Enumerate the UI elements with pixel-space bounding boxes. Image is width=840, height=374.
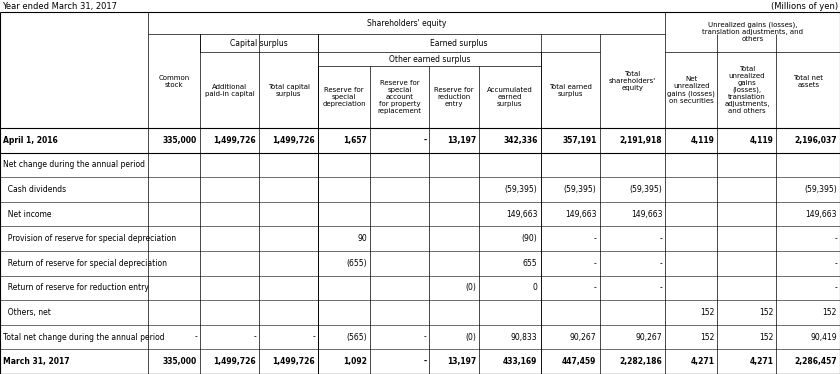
Text: 152: 152 (700, 308, 715, 317)
Text: 4,271: 4,271 (749, 357, 774, 366)
Text: 149,663: 149,663 (565, 209, 596, 218)
Text: Unrealized gains (losses),
translation adjustments, and
others: Unrealized gains (losses), translation a… (702, 22, 803, 42)
Text: 13,197: 13,197 (447, 136, 476, 145)
Text: 4,119: 4,119 (749, 136, 774, 145)
Text: (59,395): (59,395) (804, 185, 837, 194)
Text: 335,000: 335,000 (163, 136, 197, 145)
Text: 0: 0 (533, 283, 538, 292)
Text: 342,336: 342,336 (503, 136, 538, 145)
Text: 335,000: 335,000 (163, 357, 197, 366)
Text: 149,663: 149,663 (631, 209, 662, 218)
Text: 1,092: 1,092 (344, 357, 367, 366)
Text: Total
unrealized
gains
(losses),
translation
adjustments,
and others: Total unrealized gains (losses), transla… (724, 66, 769, 114)
Text: (90): (90) (522, 234, 538, 243)
Text: Net income: Net income (3, 209, 51, 218)
Text: Cash dividends: Cash dividends (3, 185, 66, 194)
Text: 149,663: 149,663 (806, 209, 837, 218)
Text: 2,196,037: 2,196,037 (795, 136, 837, 145)
Text: Net change during the annual period: Net change during the annual period (3, 160, 145, 169)
Text: Return of reserve for reduction entry: Return of reserve for reduction entry (3, 283, 149, 292)
Text: 152: 152 (759, 332, 774, 341)
Text: Year ended March 31, 2017: Year ended March 31, 2017 (2, 1, 117, 10)
Text: 1,499,726: 1,499,726 (213, 136, 256, 145)
Text: -: - (254, 332, 256, 341)
Text: -: - (594, 283, 596, 292)
Text: Others, net: Others, net (3, 308, 51, 317)
Text: 2,282,186: 2,282,186 (620, 357, 662, 366)
Text: Capital surplus: Capital surplus (230, 39, 288, 47)
Text: 1,499,726: 1,499,726 (272, 357, 315, 366)
Text: 152: 152 (822, 308, 837, 317)
Text: (59,395): (59,395) (629, 185, 662, 194)
Text: 90: 90 (358, 234, 367, 243)
Text: 2,191,918: 2,191,918 (620, 136, 662, 145)
Text: 2,286,457: 2,286,457 (795, 357, 837, 366)
Text: Other earned surplus: Other earned surplus (389, 55, 470, 64)
Text: -: - (594, 234, 596, 243)
Text: 357,191: 357,191 (562, 136, 596, 145)
Text: 447,459: 447,459 (562, 357, 596, 366)
Text: Provision of reserve for special depreciation: Provision of reserve for special depreci… (3, 234, 176, 243)
Text: 433,169: 433,169 (503, 357, 538, 366)
Text: 655: 655 (522, 259, 538, 268)
Text: -: - (834, 283, 837, 292)
Text: (Millions of yen): (Millions of yen) (771, 1, 838, 10)
Text: 90,833: 90,833 (511, 332, 538, 341)
Text: 1,499,726: 1,499,726 (272, 136, 315, 145)
Text: Reserve for
special
depreciation: Reserve for special depreciation (323, 87, 366, 107)
Text: 1,657: 1,657 (344, 136, 367, 145)
Text: 1,499,726: 1,499,726 (213, 357, 256, 366)
Text: 4,271: 4,271 (690, 357, 715, 366)
Text: (655): (655) (347, 259, 367, 268)
Text: (59,395): (59,395) (505, 185, 538, 194)
Text: -: - (594, 259, 596, 268)
Text: (565): (565) (347, 332, 367, 341)
Text: Total net change during the annual period: Total net change during the annual perio… (3, 332, 165, 341)
Text: Total net
assets: Total net assets (793, 74, 823, 88)
Text: 90,267: 90,267 (636, 332, 662, 341)
Text: Total capital
surplus: Total capital surplus (268, 83, 310, 96)
Text: -: - (423, 136, 427, 145)
Text: Reserve for
reduction
entry: Reserve for reduction entry (434, 87, 474, 107)
Text: -: - (312, 332, 315, 341)
Text: Net
unrealized
gains (losses)
on securities: Net unrealized gains (losses) on securit… (668, 76, 716, 104)
Text: March 31, 2017: March 31, 2017 (3, 357, 70, 366)
Text: -: - (659, 259, 662, 268)
Text: (0): (0) (465, 283, 476, 292)
Text: -: - (194, 332, 197, 341)
Text: (59,395): (59,395) (564, 185, 596, 194)
Text: April 1, 2016: April 1, 2016 (3, 136, 58, 145)
Text: Reserve for
special
account
for property
replacement: Reserve for special account for property… (378, 80, 422, 114)
Text: 149,663: 149,663 (506, 209, 538, 218)
Text: (0): (0) (465, 332, 476, 341)
Text: Total
shareholders'
equity: Total shareholders' equity (609, 71, 656, 91)
Text: -: - (834, 259, 837, 268)
Text: -: - (659, 234, 662, 243)
Text: 4,119: 4,119 (690, 136, 715, 145)
Text: -: - (834, 234, 837, 243)
Text: 152: 152 (759, 308, 774, 317)
Text: Accumulated
earned
surplus: Accumulated earned surplus (487, 87, 533, 107)
Text: 90,419: 90,419 (811, 332, 837, 341)
Text: Total earned
surplus: Total earned surplus (549, 83, 591, 96)
Text: Earned surplus: Earned surplus (430, 39, 487, 47)
Text: Common
stock: Common stock (159, 74, 190, 88)
Text: Shareholders' equity: Shareholders' equity (367, 18, 446, 28)
Text: -: - (423, 357, 427, 366)
Text: Return of reserve for special depreciation: Return of reserve for special depreciati… (3, 259, 167, 268)
Text: 13,197: 13,197 (447, 357, 476, 366)
Text: Additional
paid-in capital: Additional paid-in capital (205, 83, 255, 96)
Text: -: - (423, 332, 427, 341)
Text: 152: 152 (700, 332, 715, 341)
Text: 90,267: 90,267 (570, 332, 596, 341)
Text: -: - (659, 283, 662, 292)
